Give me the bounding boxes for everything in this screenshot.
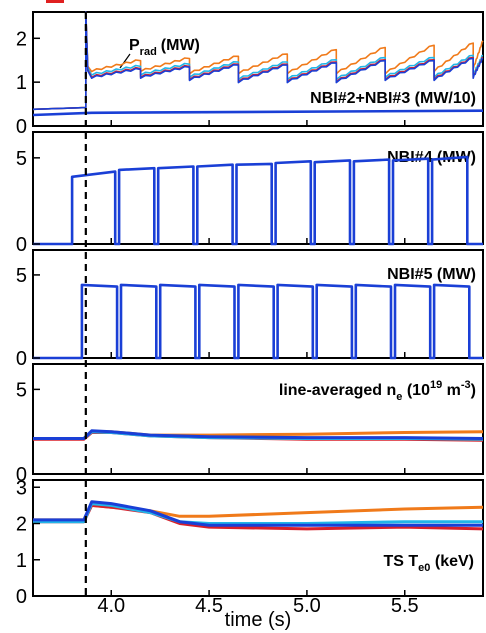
nbi-pulse-series-1 xyxy=(33,155,483,246)
prad-series-orange xyxy=(32,11,484,111)
panel-frame xyxy=(32,479,484,597)
series-blue-4 xyxy=(33,500,483,527)
panel-frame xyxy=(32,249,484,359)
y-tick-label: 1 xyxy=(16,72,27,94)
panel-label-te: TS Te0 (keV) xyxy=(384,553,475,574)
panel-label-nbi4: NBI#4 (MW) xyxy=(387,149,476,166)
y-tick-label: 2 xyxy=(16,514,27,536)
y-tick-label: 5 xyxy=(16,265,27,287)
plot-layer xyxy=(32,11,484,596)
panel-frame xyxy=(32,11,484,127)
panel-nbi4: NBI#4 (MW) xyxy=(32,131,484,245)
panel-prad: Prad (MW) NBI#2+NBI#3 (MW/10) xyxy=(32,11,484,127)
panel-te: TS Te0 (keV) xyxy=(32,479,484,597)
y-tick-label: 0 xyxy=(16,586,27,608)
panel-frame xyxy=(32,131,484,245)
prad-series-blue xyxy=(32,11,484,111)
cropped-title-fragment xyxy=(46,0,64,3)
x-tick-label: 4.5 xyxy=(195,595,223,617)
panel-density: line-averaged ne (1019 m-3) xyxy=(32,363,484,475)
y-tick-label: 5 xyxy=(16,148,27,170)
y-tick-label: 1 xyxy=(16,550,27,572)
panel-label-nbi23: NBI#2+NBI#3 (MW/10) xyxy=(310,90,476,107)
y-tick-label: 0 xyxy=(16,348,27,370)
x-tick-label: 4.0 xyxy=(97,595,125,617)
panel-frame xyxy=(32,363,484,475)
panel-label-nbi5: NBI#5 (MW) xyxy=(387,266,476,283)
y-tick-label: 5 xyxy=(16,379,27,401)
y-tick-label: 0 xyxy=(16,234,27,256)
tick-layer: 0 1 2 0 5 0 5 0 5 0 1 2 3 4.0 4.5 5.0 5.5 xyxy=(16,28,419,617)
panel-label-density: line-averaged ne (1019 m-3) xyxy=(279,379,476,403)
nbi23-series xyxy=(32,109,484,117)
y-tick-label: 2 xyxy=(16,28,27,50)
prad-series-cyan xyxy=(32,11,484,111)
panel-nbi5: NBI#5 (MW) xyxy=(32,249,484,359)
panel-label-prad: Prad (MW) xyxy=(129,37,200,58)
y-tick-label: 0 xyxy=(16,116,27,138)
x-axis-title: time (s) xyxy=(225,609,292,631)
x-tick-label: 5.0 xyxy=(293,595,321,617)
prad-pointer xyxy=(119,53,131,69)
y-tick-label: 0 xyxy=(16,464,27,486)
x-tick-label: 5.5 xyxy=(391,595,419,617)
y-tick-label: 3 xyxy=(16,477,27,499)
nbi-pulse-series-2 xyxy=(33,283,483,360)
